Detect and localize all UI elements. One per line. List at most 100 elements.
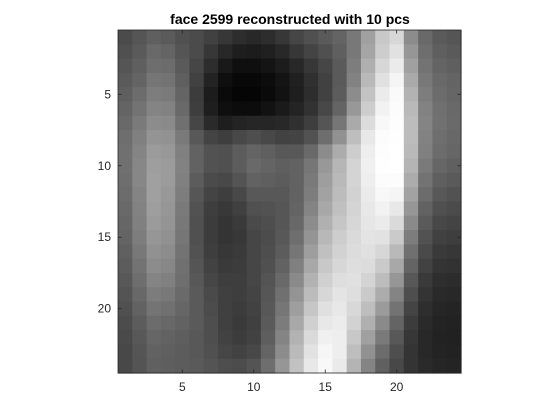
heatmap-cell [160,44,176,60]
heatmap-cell [375,172,391,188]
heatmap-cell [118,130,133,145]
heatmap-cell [432,44,448,60]
heatmap-cell [346,30,362,45]
heatmap-cell [146,201,162,217]
heatmap-cell [389,158,405,174]
heatmap-cell [118,115,133,131]
heatmap-cell [146,301,162,317]
heatmap-cell [218,144,233,160]
heatmap-cell [346,115,362,131]
heatmap-cell [332,158,348,174]
heatmap-cell [418,44,434,60]
heatmap-cell [175,272,191,288]
heatmap-cell [132,358,148,374]
heatmap-cell [132,101,148,117]
heatmap-cell [203,87,219,103]
heatmap-cell [175,30,191,45]
heatmap-cell [203,272,219,288]
heatmap-cell [346,58,362,74]
heatmap-cell [189,215,205,231]
heatmap-cell [203,130,219,145]
heatmap-cell [303,258,319,274]
heatmap-cell [232,158,248,174]
heatmap-cell [275,158,291,174]
heatmap-cell [303,58,319,74]
heatmap-cell [146,330,162,346]
heatmap-cell [218,230,233,245]
heatmap-cell [289,330,305,346]
heatmap-cell [432,58,448,74]
heatmap-cell [318,230,333,245]
heatmap-cell [132,201,148,217]
heatmap-cell [275,272,291,288]
heatmap-cell [203,187,219,203]
heatmap-cell [160,30,176,45]
heatmap-cell [289,58,305,74]
heatmap-cell [232,130,248,145]
heatmap-cell [303,172,319,188]
heatmap-cell [218,44,233,60]
heatmap-cell [360,58,376,74]
heatmap-cell [332,287,348,303]
heatmap-cell [432,230,448,245]
heatmap-cell [360,201,376,217]
heatmap-cell [232,201,248,217]
heatmap-cell [303,315,319,331]
heatmap-cell [446,258,462,274]
heatmap-cell [289,344,305,360]
heatmap-cell [418,158,434,174]
heatmap-cell [203,72,219,88]
heatmap-cell [275,315,291,331]
heatmap-cell [432,201,448,217]
heatmap-cell [132,72,148,88]
heatmap-cell [403,358,419,374]
heatmap-cell [118,101,133,117]
heatmap-cell [389,144,405,160]
heatmap-cell [375,258,391,274]
x-tick-label: 5 [179,380,186,394]
heatmap-cell [132,130,148,145]
heatmap-cell [332,344,348,360]
heatmap-cell [260,287,276,303]
heatmap-cell [246,244,262,260]
heatmap-cell [318,201,333,217]
heatmap-cell [332,115,348,131]
heatmap-cell [275,344,291,360]
heatmap-cell [289,44,305,60]
heatmap-cell [346,130,362,145]
heatmap-cell [332,72,348,88]
heatmap-cell [160,215,176,231]
heatmap-cell [160,344,176,360]
heatmap-cell [403,258,419,274]
heatmap-cell [432,115,448,131]
heatmap-cell [189,315,205,331]
heatmap-cell [160,201,176,217]
heatmap-cell [232,215,248,231]
heatmap-cell [246,344,262,360]
heatmap-cell [446,330,462,346]
heatmap-cell [375,130,391,145]
heatmap-cell [446,158,462,174]
heatmap-cell [303,358,319,374]
heatmap-cell [418,272,434,288]
heatmap-cell [203,101,219,117]
heatmap-cell [175,344,191,360]
heatmap-cell [246,315,262,331]
heatmap-cell [275,172,291,188]
heatmap-cell [118,258,133,274]
heatmap-cell [289,215,305,231]
heatmap-cell [118,30,133,45]
heatmap-cell [418,101,434,117]
heatmap-cell [275,230,291,245]
heatmap-cell [318,44,333,60]
heatmap-cell [246,101,262,117]
heatmap-cell [389,344,405,360]
heatmap-cell [203,115,219,131]
heatmap-cell [175,72,191,88]
heatmap-cell [275,144,291,160]
heatmap-cell [418,287,434,303]
heatmap-cell [118,144,133,160]
heatmap-cell [403,158,419,174]
y-tick-label: 20 [98,302,112,316]
heatmap-cell [260,130,276,145]
